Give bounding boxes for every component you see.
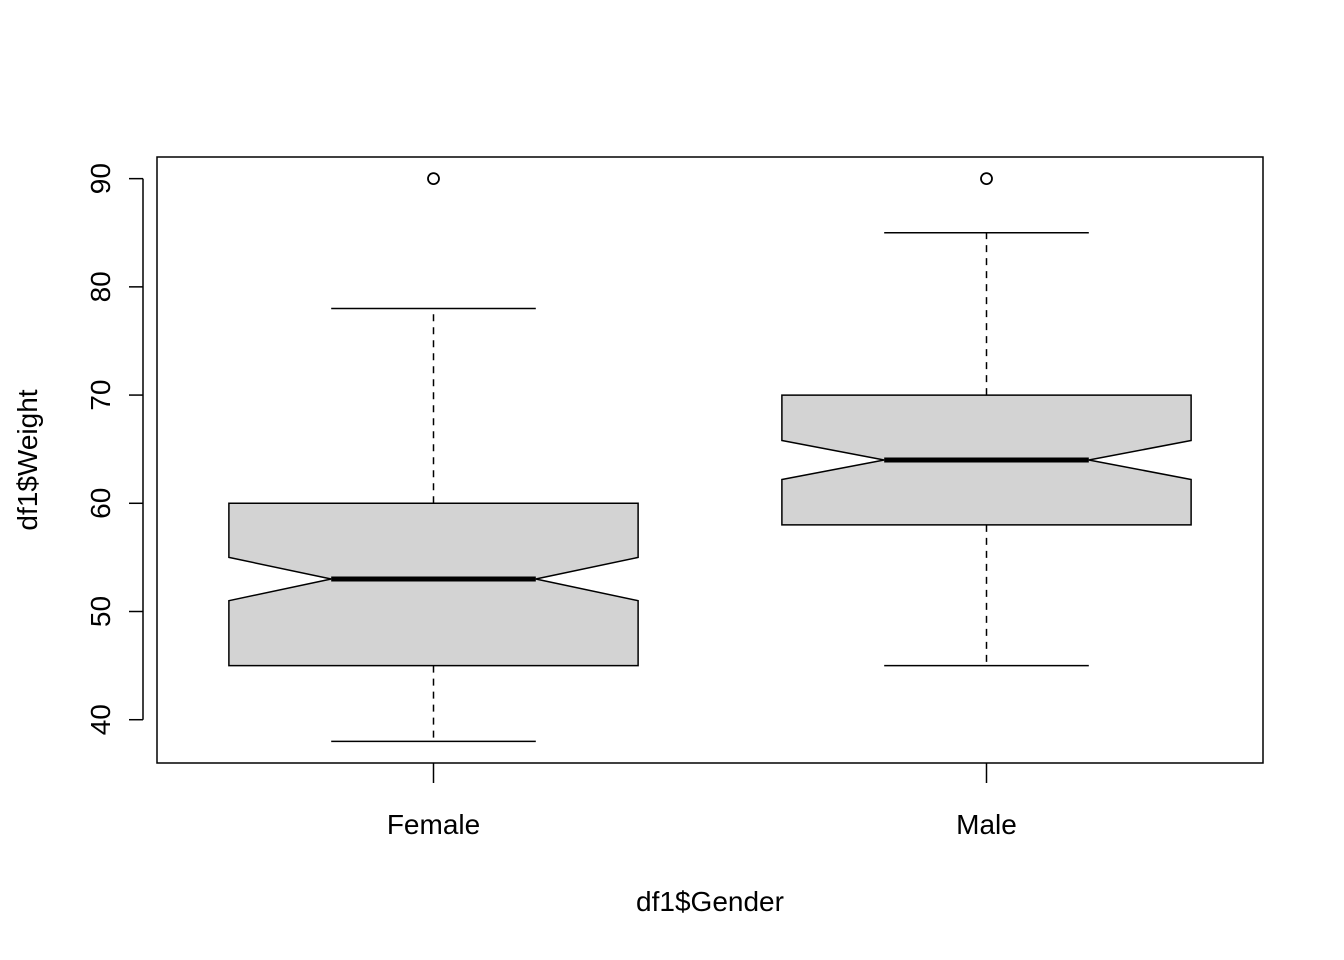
y-tick-label: 40 (85, 704, 116, 735)
outlier-point (980, 172, 993, 186)
plot-frame (156, 156, 1264, 764)
box-male (781, 172, 1192, 667)
y-tick-label: 80 (85, 271, 116, 302)
x-tick-label: Female (387, 809, 480, 840)
y-axis: 40 50 60 70 80 90 (85, 163, 144, 735)
boxes-layer (228, 172, 1192, 743)
notched-box (228, 502, 639, 667)
x-axis-label: df1$Gender (636, 886, 784, 917)
box-female (228, 172, 639, 743)
y-axis-label: df1$Weight (12, 389, 43, 530)
x-tick-label: Male (956, 809, 1017, 840)
y-tick-label: 70 (85, 379, 116, 410)
y-tick-label: 60 (85, 488, 116, 519)
x-axis: Female Male (387, 763, 1017, 840)
y-tick-label: 50 (85, 596, 116, 627)
outlier-point (427, 172, 440, 186)
y-tick-label: 90 (85, 163, 116, 194)
